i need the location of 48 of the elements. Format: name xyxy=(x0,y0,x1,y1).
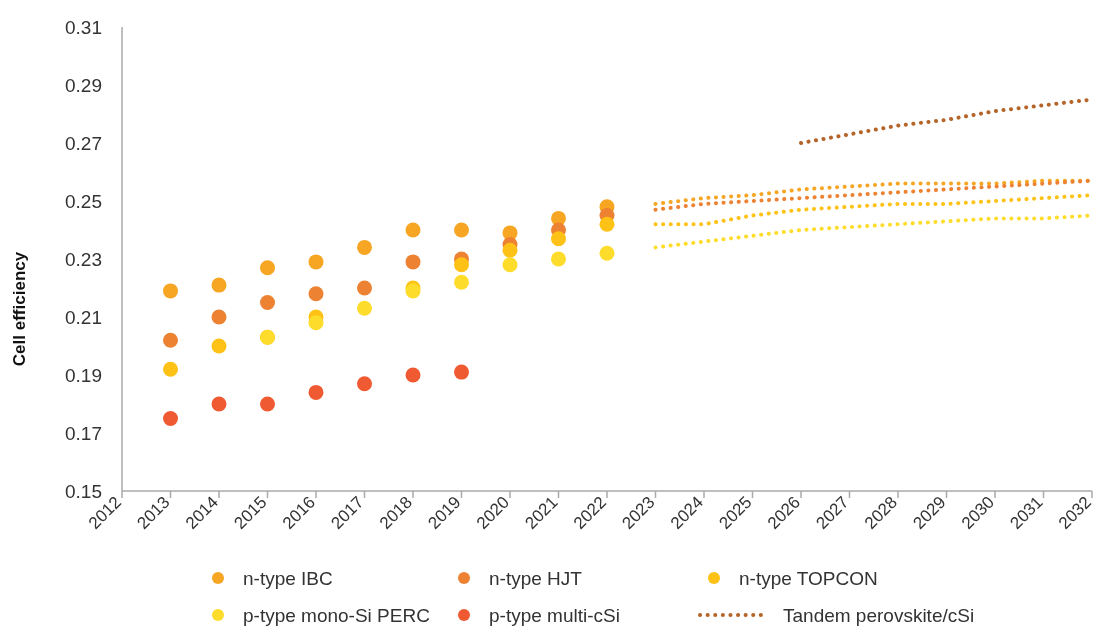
point xyxy=(551,251,566,267)
point xyxy=(211,309,227,325)
y-tick-label: 0.27 xyxy=(65,132,102,154)
legend-label: n-type TOPCON xyxy=(739,567,878,589)
point xyxy=(357,280,372,296)
y-tick-label: 0.15 xyxy=(65,480,102,502)
point xyxy=(405,254,421,270)
y-tick-label: 0.29 xyxy=(65,74,102,96)
point xyxy=(260,295,275,310)
point xyxy=(502,257,518,273)
legend-label: p-type mono-Si PERC xyxy=(243,604,430,626)
point xyxy=(502,242,518,258)
point xyxy=(308,254,324,270)
point xyxy=(599,245,615,261)
point xyxy=(163,283,178,299)
point xyxy=(454,274,469,290)
point xyxy=(211,396,227,412)
point xyxy=(163,361,178,377)
legend-label: p-type multi-cSi xyxy=(489,604,620,626)
legend-label: n-type IBC xyxy=(243,567,333,589)
point xyxy=(211,277,227,293)
y-tick-label: 0.23 xyxy=(65,248,102,270)
y-axis-title: Cell efficiency xyxy=(10,251,29,367)
point xyxy=(405,222,421,238)
point xyxy=(308,315,324,331)
point xyxy=(357,300,372,316)
point xyxy=(454,364,469,380)
legend-label: n-type HJT xyxy=(489,567,583,589)
legend-label: Tandem perovskite/cSi xyxy=(783,604,975,626)
y-tick-label: 0.25 xyxy=(65,190,102,212)
point xyxy=(405,367,421,383)
point xyxy=(357,239,372,255)
point xyxy=(454,222,469,238)
point xyxy=(551,231,566,247)
point xyxy=(163,411,178,426)
point xyxy=(357,376,372,392)
y-tick-label: 0.19 xyxy=(65,364,102,386)
point xyxy=(599,216,615,232)
y-tick-label: 0.17 xyxy=(65,422,102,444)
point xyxy=(454,257,469,273)
y-tick-label: 0.21 xyxy=(65,306,102,328)
point xyxy=(211,338,227,354)
point xyxy=(308,384,324,400)
point xyxy=(308,286,324,302)
point xyxy=(163,332,178,348)
y-tick-label: 0.31 xyxy=(65,16,102,38)
point xyxy=(260,260,275,276)
point xyxy=(260,396,275,412)
